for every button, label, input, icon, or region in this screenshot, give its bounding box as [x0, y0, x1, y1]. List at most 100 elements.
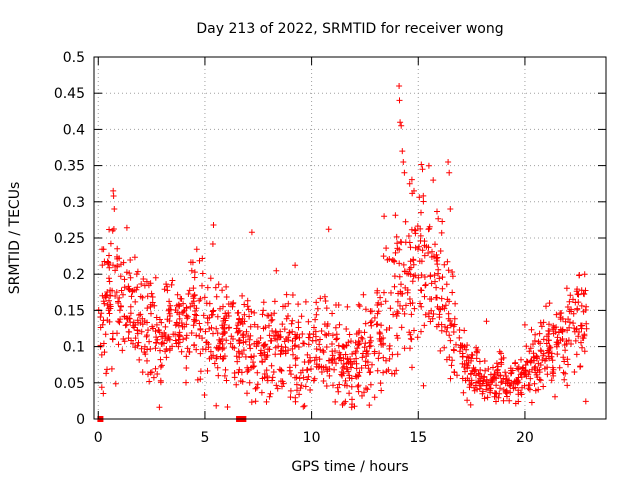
data-point: [464, 397, 471, 404]
data-point: [576, 329, 582, 335]
data-point: [147, 303, 154, 310]
data-point: [216, 336, 223, 343]
data-point: [544, 371, 551, 378]
data-point: [202, 328, 209, 335]
data-point: [266, 393, 273, 400]
data-point: [449, 269, 456, 275]
data-point: [528, 399, 535, 406]
data-point: [386, 256, 393, 262]
data-point: [581, 331, 588, 338]
data-point: [430, 311, 437, 317]
data-point: [377, 380, 384, 387]
data-point: [558, 310, 565, 316]
data-point: [266, 322, 272, 329]
data-point: [398, 324, 405, 331]
data-point: [329, 310, 336, 317]
data-point: [222, 310, 229, 317]
data-point: [363, 385, 369, 392]
data-point: [420, 192, 427, 199]
data-point: [406, 180, 413, 187]
data-point: [272, 351, 279, 358]
data-point: [362, 320, 369, 327]
data-point: [119, 347, 126, 354]
data-point: [197, 350, 204, 357]
data-point: [406, 296, 413, 302]
data-point: [546, 321, 552, 328]
data-point: [131, 254, 138, 261]
data-point: [333, 336, 340, 343]
data-point: [221, 321, 228, 328]
data-point: [538, 348, 545, 355]
data-point: [361, 344, 368, 351]
data-point: [362, 358, 369, 365]
y-tick-label: 0.35: [54, 159, 85, 175]
data-point: [209, 308, 216, 315]
data-point: [196, 257, 203, 264]
data-point: [400, 159, 407, 165]
data-point: [421, 274, 428, 280]
data-point: [432, 278, 438, 285]
data-point: [333, 302, 339, 308]
data-point: [415, 246, 421, 253]
data-point: [175, 336, 182, 343]
data-point: [338, 357, 345, 364]
data-point: [375, 308, 382, 315]
data-point: [367, 342, 374, 349]
data-point: [433, 257, 440, 264]
data-point: [417, 225, 424, 232]
data-point: [193, 305, 200, 312]
data-point: [409, 278, 416, 285]
data-point: [100, 390, 107, 397]
data-point: [106, 310, 113, 317]
data-point: [134, 317, 141, 324]
data-point: [374, 321, 381, 328]
data-point: [110, 187, 117, 194]
data-point: [236, 315, 243, 322]
data-point: [100, 246, 107, 253]
data-point: [213, 325, 220, 332]
data-point: [368, 322, 375, 329]
data-point: [205, 341, 212, 348]
data-point: [575, 333, 582, 340]
data-point: [300, 374, 307, 381]
data-point: [254, 381, 261, 388]
data-point: [419, 247, 426, 254]
data-point: [425, 250, 432, 256]
data-point: [325, 357, 332, 364]
data-point: [392, 212, 399, 219]
data-point: [359, 335, 366, 342]
data-point: [473, 355, 480, 362]
data-point: [383, 368, 390, 375]
data-point: [193, 317, 199, 324]
data-point: [246, 379, 253, 386]
data-point: [253, 343, 260, 350]
data-point: [245, 306, 252, 313]
data-point: [132, 335, 139, 342]
data-point: [152, 328, 159, 335]
data-point: [201, 392, 208, 398]
data-point: [135, 339, 142, 346]
data-point: [331, 366, 338, 373]
data-point: [321, 293, 328, 300]
data-point: [260, 307, 267, 314]
data-point: [512, 360, 518, 367]
data-point: [305, 341, 312, 348]
data-point: [444, 324, 451, 331]
data-point: [130, 340, 136, 347]
data-point: [421, 293, 428, 300]
data-point: [531, 365, 538, 372]
data-point: [227, 340, 234, 347]
data-point: [308, 366, 314, 372]
data-point: [134, 342, 141, 349]
data-point: [369, 361, 375, 368]
data-point: [175, 343, 182, 350]
data-point: [247, 345, 254, 352]
data-point: [390, 311, 397, 318]
data-point: [481, 358, 488, 364]
data-point: [429, 315, 436, 322]
data-point: [454, 372, 460, 379]
data-point: [134, 284, 141, 291]
data-point: [477, 367, 484, 373]
data-point: [139, 315, 146, 322]
data-point: [145, 371, 151, 378]
